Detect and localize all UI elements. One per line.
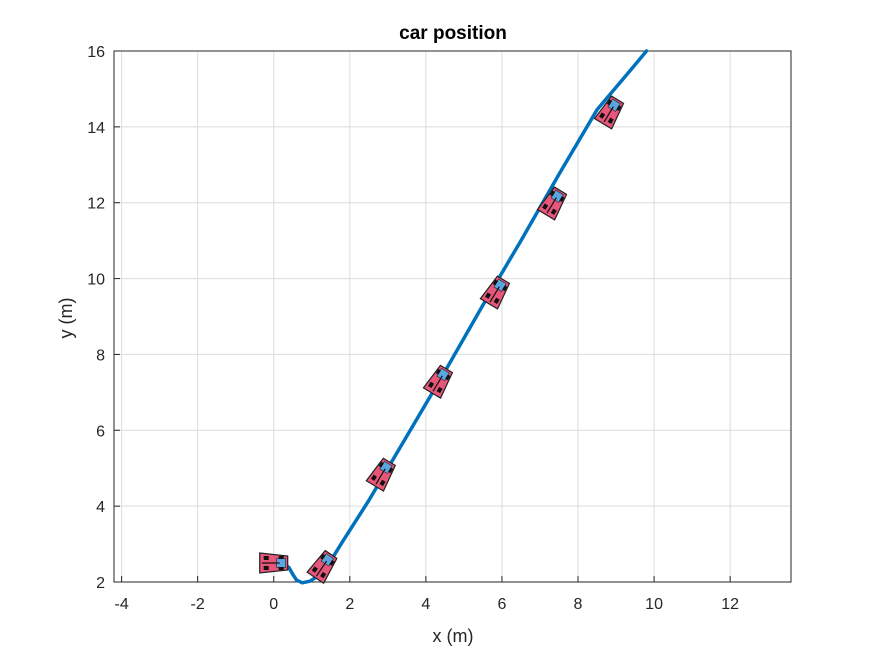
- x-axis-label: x (m): [433, 626, 474, 646]
- car-marker: [422, 364, 454, 400]
- x-tick-label: 0: [269, 596, 278, 613]
- car-wheel: [599, 112, 606, 119]
- trajectory-line: [271, 49, 649, 585]
- y-tick-label: 8: [96, 347, 105, 364]
- car-wheel: [550, 208, 557, 215]
- plot-area: [113, 50, 792, 583]
- car-wheel: [378, 461, 384, 468]
- car-wheel: [616, 105, 622, 112]
- grid-lines: [114, 50, 791, 583]
- car-wheel: [329, 560, 335, 566]
- car-wheel: [311, 566, 318, 573]
- x-tick-label: 4: [421, 596, 430, 613]
- chart-title: car position: [399, 23, 507, 44]
- x-tick-label: 12: [721, 596, 739, 613]
- car-marker: [306, 549, 338, 585]
- x-tick-label: 8: [574, 596, 583, 613]
- car-wheel: [320, 571, 327, 579]
- car-axle: [432, 375, 443, 392]
- car-wheel: [263, 566, 269, 570]
- x-tick-label: 2: [345, 596, 354, 613]
- x-tick-label: 10: [645, 596, 663, 613]
- y-tick-label: 16: [87, 44, 105, 61]
- car-wheel: [542, 203, 549, 210]
- y-axis-label: y (m): [56, 298, 76, 339]
- y-tick-label: 10: [87, 272, 105, 289]
- x-tick-label: -2: [191, 596, 205, 613]
- x-tick-label: 6: [497, 596, 506, 613]
- car-axle: [546, 197, 557, 214]
- car-wheel: [492, 279, 498, 286]
- x-tick-label: -4: [114, 596, 128, 613]
- car-marker: [365, 457, 397, 492]
- car-wheel: [370, 474, 377, 481]
- car-wheel: [435, 368, 441, 375]
- car-marker: [479, 275, 511, 310]
- car-wheel: [278, 556, 284, 559]
- car-wheel: [607, 117, 614, 124]
- car-wheel: [493, 297, 500, 304]
- y-axis-ticks: 2 4 6 8 10 12 14 16: [87, 44, 120, 592]
- car-wheel: [428, 381, 435, 389]
- car-marker: [259, 552, 289, 574]
- car-axle: [315, 560, 328, 577]
- car-wheel: [263, 556, 269, 560]
- car-marker: [593, 95, 625, 130]
- car-wheel: [320, 553, 326, 560]
- car-wheel: [502, 285, 508, 292]
- car-wheel: [606, 99, 613, 106]
- car-marker: [536, 186, 568, 221]
- car-wheel: [559, 196, 565, 203]
- car-markers: [259, 95, 625, 585]
- car-wheel: [388, 467, 394, 474]
- car-wheel: [379, 479, 386, 487]
- car-axle: [489, 286, 500, 303]
- y-tick-label: 4: [96, 499, 105, 516]
- car-wheel: [278, 567, 284, 570]
- y-tick-label: 14: [87, 120, 105, 137]
- y-tick-label: 6: [96, 423, 105, 440]
- car-axle: [375, 468, 386, 485]
- car-wheel: [436, 386, 443, 394]
- trajectory-series: [271, 49, 649, 585]
- x-axis-ticks: -4 -2 0 2 4 6 8 10 12: [114, 576, 739, 613]
- y-tick-label: 2: [96, 575, 105, 592]
- y-tick-label: 12: [87, 196, 105, 213]
- car-axle: [603, 106, 614, 123]
- car-wheel: [549, 190, 556, 197]
- car-wheel: [445, 374, 451, 381]
- car-wheel: [485, 292, 492, 299]
